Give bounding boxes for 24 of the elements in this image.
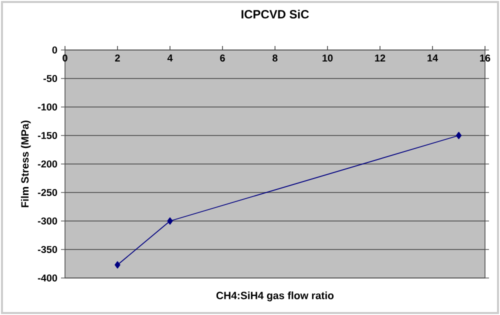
chart-title: ICPCVD SiC bbox=[242, 10, 309, 18]
x-tick-label: 14 bbox=[428, 54, 438, 62]
y-tick-label: -350 bbox=[38, 246, 58, 254]
x-tick-label: 2 bbox=[115, 54, 120, 62]
point bbox=[456, 132, 462, 140]
y-tick-label: 0 bbox=[52, 46, 58, 54]
x-tick-label: 8 bbox=[272, 54, 278, 62]
y-tick-label: -200 bbox=[38, 160, 58, 168]
x-tick-label: 4 bbox=[167, 54, 173, 62]
y-tick-label: -100 bbox=[38, 103, 58, 111]
y-tick-label: -250 bbox=[38, 188, 58, 196]
x-axis-title: CH4:SiH4 gas flow ratio bbox=[216, 292, 334, 302]
y-tick-label: -50 bbox=[43, 74, 58, 82]
y-tick-label: -300 bbox=[38, 217, 58, 225]
x-tick-label: 6 bbox=[220, 54, 225, 62]
x-tick-label: 10 bbox=[322, 54, 333, 62]
point bbox=[167, 217, 173, 225]
y-tick-label: -400 bbox=[38, 274, 58, 282]
x-tick-label: 12 bbox=[375, 54, 386, 62]
x-tick-label: 16 bbox=[480, 54, 490, 62]
y-axis-title: Film Stress (MPa) bbox=[20, 120, 31, 208]
x-tick-label: 0 bbox=[62, 54, 68, 62]
y-tick-label: -150 bbox=[38, 132, 58, 140]
point bbox=[114, 261, 120, 269]
